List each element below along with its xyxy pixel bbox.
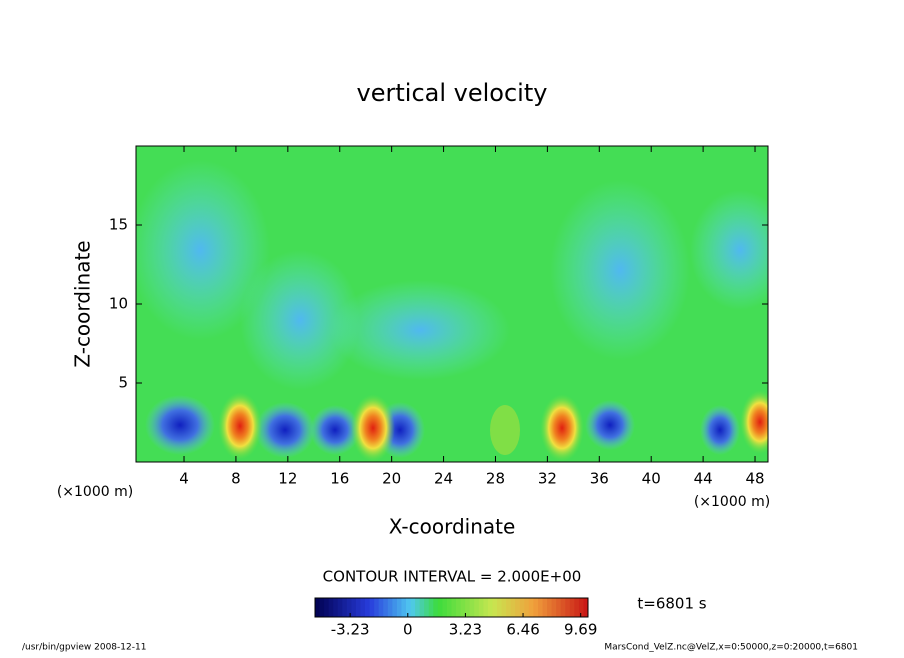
chart-title: vertical velocity: [357, 79, 548, 107]
colorbar-cell: [569, 598, 575, 617]
y-tick-label: 15: [109, 216, 128, 234]
colorbar-cell: [328, 598, 334, 617]
colorbar-cell: [378, 598, 384, 617]
colorbar-cell: [419, 598, 425, 617]
colorbar-cell: [478, 598, 484, 617]
x-tick-label: 40: [642, 470, 661, 488]
x-tick-label: 28: [486, 470, 505, 488]
colorbar-cell: [410, 598, 416, 617]
colorbar-cell: [433, 598, 439, 617]
colorbar-cell: [442, 598, 448, 617]
colorbar-cell: [396, 598, 402, 617]
colorbar-tick-label: -3.23: [331, 621, 370, 639]
colorbar-cell: [406, 598, 412, 617]
x-tick-label: 36: [590, 470, 609, 488]
x-unit: (×1000 m): [57, 484, 133, 500]
x-unit: (×1000 m): [694, 494, 770, 510]
footer-left: /usr/bin/gpview 2008-12-11: [22, 643, 146, 653]
colorbar-cell: [578, 598, 584, 617]
colorbar-cell: [574, 598, 580, 617]
colorbar-cell: [401, 598, 407, 617]
colorbar-cell: [547, 598, 553, 617]
colorbar-cell: [469, 598, 475, 617]
x-tick-label: 48: [745, 470, 764, 488]
colorbar-cell: [351, 598, 357, 617]
colorbar-cell: [451, 598, 457, 617]
colorbar-cell: [551, 598, 557, 617]
contour-interval: CONTOUR INTERVAL = 2.000E+00: [323, 568, 582, 586]
colorbar-cell: [583, 598, 589, 617]
y-tick-label: 10: [109, 295, 128, 313]
x-tick-label: 16: [330, 470, 349, 488]
colorbar-cell: [415, 598, 421, 617]
colorbar-cell: [424, 598, 430, 617]
colorbar-cell: [565, 598, 571, 617]
colorbar-cell: [387, 598, 393, 617]
colorbar-cell: [556, 598, 562, 617]
colorbar-tick-label: 6.46: [506, 621, 539, 639]
colorbar-cell: [392, 598, 398, 617]
colorbar-cell: [355, 598, 361, 617]
colorbar-cell: [492, 598, 498, 617]
x-axis-label: X-coordinate: [389, 515, 516, 539]
colorbar-tick-label: 3.23: [449, 621, 482, 639]
colorbar-cell: [346, 598, 352, 617]
colorbar-cell: [428, 598, 434, 617]
colorbar-cell: [324, 598, 330, 617]
x-tick-label: 44: [694, 470, 713, 488]
colorbar-cell: [515, 598, 521, 617]
colorbar-cell: [497, 598, 503, 617]
colorbar-frame: [314, 597, 589, 618]
field: [136, 146, 768, 462]
colorbar-cell: [560, 598, 566, 617]
colorbar-cell: [360, 598, 366, 617]
colorbar-cell: [537, 598, 543, 617]
y-tick-label: 5: [118, 374, 128, 392]
colorbar-cell: [456, 598, 462, 617]
colorbar-cell: [474, 598, 480, 617]
colorbar-cell: [506, 598, 512, 617]
colorbar-cell: [524, 598, 530, 617]
colorbar-cell: [369, 598, 375, 617]
colorbar-cell: [342, 598, 348, 617]
x-tick-label: 4: [179, 470, 189, 488]
colorbar-cell: [487, 598, 493, 617]
colorbar-cell: [437, 598, 443, 617]
colorbar-cell: [315, 598, 321, 617]
colorbar-cell: [383, 598, 389, 617]
y-axis-label: Z-coordinate: [71, 240, 95, 367]
colorbar-tick-label: 9.69: [564, 621, 597, 639]
x-tick-label: 12: [278, 470, 297, 488]
x-tick-label: 32: [538, 470, 557, 488]
colorbar-cell: [446, 598, 452, 617]
colorbar-tick-label: 0: [403, 621, 413, 639]
footer-right: MarsCond_VelZ.nc@VelZ,x=0:50000,z=0:2000…: [604, 643, 858, 653]
colorbar-cell: [333, 598, 339, 617]
colorbar-cell: [483, 598, 489, 617]
colorbar-cell: [374, 598, 380, 617]
colorbar-cell: [460, 598, 466, 617]
colorbar-cell: [365, 598, 371, 617]
colorbar-cell: [319, 598, 325, 617]
x-tick-label: 20: [382, 470, 401, 488]
colorbar-cell: [510, 598, 516, 617]
time-label: t=6801 s: [637, 595, 706, 613]
colorbar-cell: [533, 598, 539, 617]
colorbar-cell: [542, 598, 548, 617]
colorbar-cell: [465, 598, 471, 617]
x-tick-label: 8: [231, 470, 241, 488]
colorbar-cell: [519, 598, 525, 617]
x-tick-label: 24: [434, 470, 453, 488]
colorbar-cell: [337, 598, 343, 617]
colorbar-cell: [528, 598, 534, 617]
colorbar-cell: [501, 598, 507, 617]
